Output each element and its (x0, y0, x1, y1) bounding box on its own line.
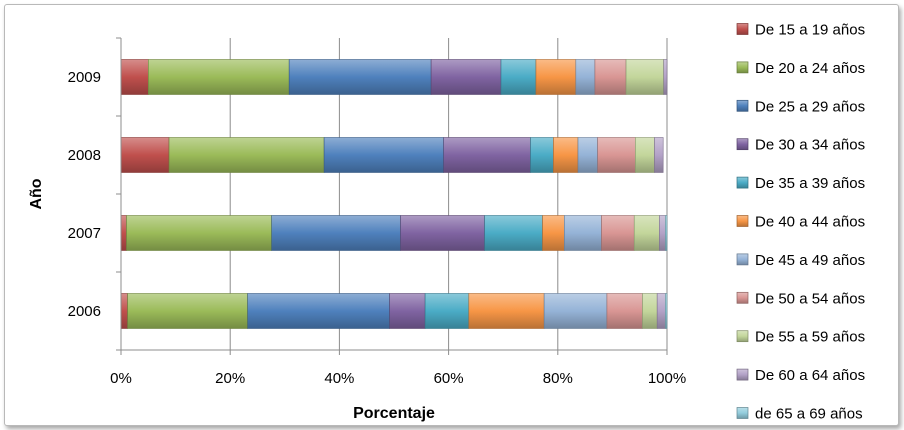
bars (120, 59, 668, 329)
legend-label: De 25 a 29 años (755, 98, 865, 115)
bar-segment (594, 59, 627, 95)
legend-swatch (736, 138, 749, 151)
bar-segment (635, 137, 655, 173)
legend-label: De 30 a 34 años (755, 137, 865, 154)
legend-label: De 20 a 24 años (755, 60, 865, 77)
x-tick-label: 80% (543, 370, 573, 387)
bar-segment (553, 137, 579, 173)
bar-segment (543, 293, 608, 329)
legend-item: De 35 a 39 años (736, 175, 865, 192)
y-tick-label: 2009 (68, 69, 101, 86)
legend-swatch (736, 23, 749, 35)
bar-segment (168, 137, 325, 173)
bar-segment (663, 59, 668, 95)
legend-label: De 40 a 44 años (755, 214, 865, 231)
bar-segment (575, 59, 596, 95)
bar-segment (148, 59, 290, 95)
x-tick-label: 0% (110, 370, 132, 387)
bar-segment (625, 59, 665, 95)
legend-swatch (736, 215, 749, 227)
tick-labels: 2009 2008 2007 2006 0% 20% 40% 60% 80% 100% (68, 69, 687, 387)
legend-label: de 65 a 69 años (755, 406, 863, 423)
legend-label: De 50 a 54 años (755, 290, 865, 307)
bar-segment (577, 137, 598, 173)
legend-swatch (736, 291, 749, 304)
x-tick-label: 100% (648, 370, 686, 387)
bar-segment (120, 293, 128, 329)
legend-swatch (736, 407, 749, 419)
legend-label: De 55 a 59 años (755, 329, 865, 346)
x-tick-label: 20% (215, 370, 245, 387)
legend-swatch (736, 368, 749, 381)
axes (116, 37, 668, 355)
bar-segment (654, 137, 664, 173)
bar-segment (120, 215, 127, 251)
y-axis-title: Año (28, 178, 45, 209)
legend-swatch (736, 176, 749, 189)
legend-item: de 65 a 69 años (736, 406, 863, 423)
bar-segment (468, 293, 545, 329)
legend-item: De 30 a 34 años (736, 137, 865, 154)
legend-label: De 35 a 39 años (755, 175, 865, 192)
bar-segment (126, 215, 272, 251)
y-tick-label: 2007 (68, 225, 101, 242)
bar-segment (247, 293, 390, 329)
legend: De 15 a 19 años De 20 a 24 años De 25 a 29… (736, 22, 865, 423)
bar-segment (656, 293, 666, 329)
bar-segment (424, 293, 470, 329)
x-tick-label: 40% (324, 370, 354, 387)
bar-segment (323, 137, 444, 173)
bar-segment (127, 293, 248, 329)
legend-item: De 45 a 49 años (736, 252, 865, 269)
legend-item: De 15 a 19 años (736, 22, 865, 39)
y-tick-label: 2008 (68, 147, 101, 164)
bar-segment (597, 137, 636, 173)
bar-segment (288, 59, 432, 95)
bar-segment (120, 59, 149, 95)
bar-segment (443, 137, 531, 173)
legend-label: De 15 a 19 años (755, 22, 865, 39)
bar-segment (535, 59, 577, 95)
legend-swatch (736, 99, 749, 112)
bar-segment (606, 293, 643, 329)
legend-item: De 25 a 29 años (736, 98, 865, 115)
bar-segment (542, 215, 565, 251)
bar-segment (564, 215, 602, 251)
bar-segment (633, 215, 660, 251)
legend-swatch (736, 330, 749, 343)
x-axis-title: Porcentaje (353, 405, 435, 422)
legend-swatch (736, 61, 749, 74)
bar-segment (271, 215, 401, 251)
bar-segment (430, 59, 502, 95)
bar-segment (601, 215, 635, 251)
legend-item: De 55 a 59 años (736, 329, 865, 346)
bar-segment (642, 293, 658, 329)
bar-segment (500, 59, 537, 95)
bar-segment (389, 293, 426, 329)
bar-segment (665, 293, 668, 329)
bar-segment (530, 137, 554, 173)
legend-item: De 20 a 24 años (736, 60, 865, 77)
bar-segment (484, 215, 543, 251)
bar-segment (665, 215, 668, 251)
bar-segment (400, 215, 485, 251)
legend-label: De 60 a 64 años (755, 367, 865, 384)
legend-item: De 50 a 54 años (736, 290, 865, 307)
legend-swatch (736, 253, 749, 266)
legend-label: De 45 a 49 años (755, 252, 865, 269)
y-tick-label: 2006 (68, 303, 101, 320)
bar-segment (659, 215, 666, 251)
bar-segment (120, 137, 170, 173)
legend-item: De 40 a 44 años (736, 214, 865, 231)
legend-item: De 60 a 64 años (736, 367, 865, 384)
x-tick-label: 60% (434, 370, 464, 387)
